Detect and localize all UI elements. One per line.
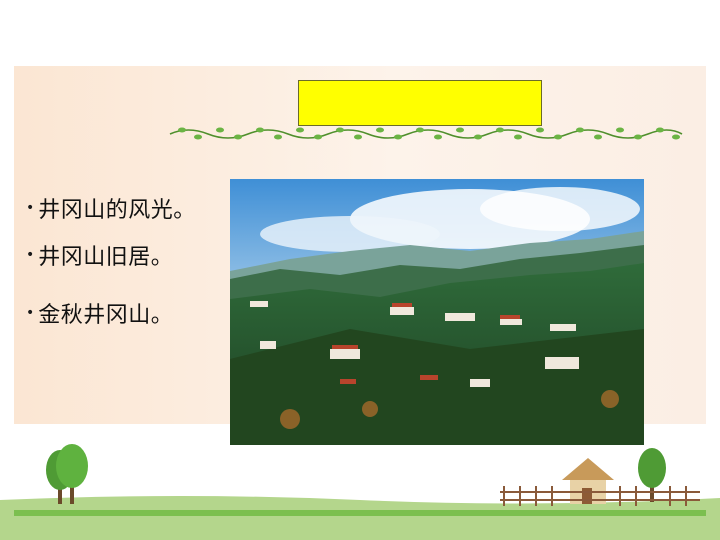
bullet-text: 井冈山的风光。 <box>38 198 196 223</box>
bullet-item: • 井冈山旧居。 <box>26 226 196 284</box>
tree-icon <box>46 444 88 504</box>
ground-scene <box>0 444 720 540</box>
cottage-icon <box>562 458 614 504</box>
vine-divider-icon <box>169 127 683 140</box>
bullet-item: • 井冈山的风光。 <box>26 190 196 226</box>
bullet-dot-icon: • <box>26 305 35 321</box>
tree-icon <box>638 448 666 502</box>
bullet-dot-icon: • <box>26 200 35 216</box>
bullet-dot-icon: • <box>26 247 35 263</box>
bullet-text: 井冈山旧居。 <box>38 245 174 270</box>
bullet-text: 金秋井冈山。 <box>38 303 174 328</box>
landscape-photo <box>230 179 644 445</box>
bullet-list: • 井冈山的风光。 • 井冈山旧居。 • 金秋井冈山。 <box>26 190 196 342</box>
fence-icon <box>500 486 700 506</box>
title-box <box>298 80 542 126</box>
bullet-item: • 金秋井冈山。 <box>26 284 196 342</box>
